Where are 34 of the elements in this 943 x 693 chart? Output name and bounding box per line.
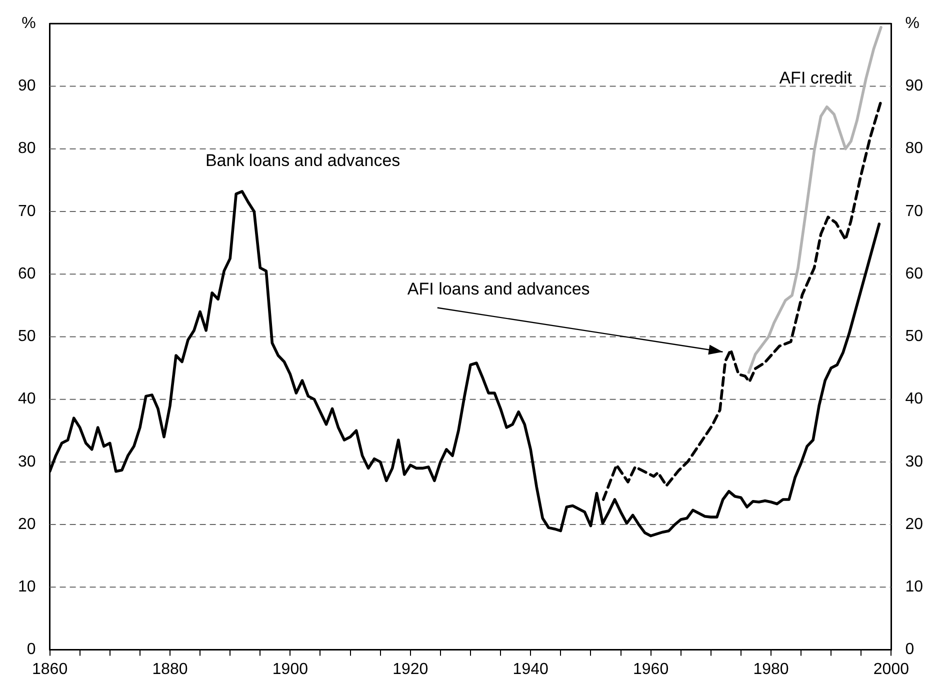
y2-tick-label: 60 — [905, 265, 924, 282]
y-tick-label: 90 — [18, 78, 36, 95]
x-tick-label: 2000 — [873, 660, 910, 678]
y-tick-label: 50 — [18, 328, 36, 346]
y2-tick-label: 70 — [905, 202, 924, 220]
x-tick-label: 1940 — [512, 660, 548, 678]
text: Bank loans and advances — [205, 151, 400, 170]
y-tick-label: 0 — [26, 641, 36, 658]
text: AFI loans and advances — [407, 279, 590, 298]
y2-tick-label: 0 — [905, 641, 914, 658]
x-tick-label: 1900 — [272, 660, 308, 678]
y-tick-label: 80 — [18, 140, 36, 158]
y2-tick-label: 90 — [905, 78, 924, 95]
y2-tick-label: 30 — [905, 453, 924, 470]
y2-tick-label: 10 — [905, 578, 924, 596]
x-tick-label: 1980 — [753, 660, 789, 678]
y-tick-label: 20 — [18, 516, 36, 533]
x-tick-label: 1880 — [152, 660, 188, 678]
line-series — [602, 100, 882, 501]
y2-tick-label: 40 — [905, 390, 924, 408]
series-label: AFI credit — [779, 68, 852, 88]
y2-tick-label: 50 — [905, 328, 924, 346]
x-tick-label: 1920 — [392, 660, 428, 678]
y-tick-label: 10 — [18, 578, 36, 596]
y2-tick-label: % — [905, 15, 920, 32]
y-tick-label: 70 — [18, 202, 36, 220]
y-tick-label: 60 — [18, 265, 36, 282]
y-tick-label: % — [22, 15, 36, 32]
x-tick-label: 1960 — [633, 660, 669, 678]
y2-tick-label: 80 — [905, 140, 924, 158]
y2-tick-label: 20 — [905, 516, 924, 533]
y-tick-label: 40 — [18, 390, 36, 408]
y-tick-label: 30 — [18, 453, 36, 470]
x-tick-label: 1860 — [32, 660, 68, 678]
